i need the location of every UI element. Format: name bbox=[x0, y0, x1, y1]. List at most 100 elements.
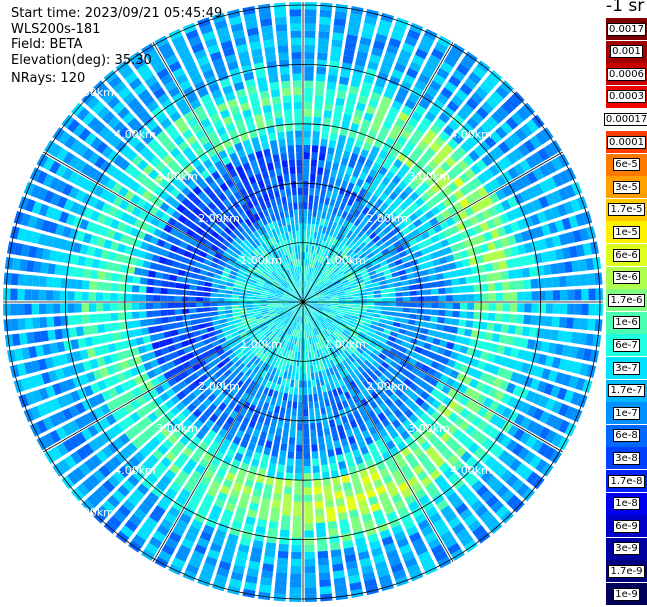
ray-bin bbox=[554, 248, 564, 261]
ray-bin bbox=[338, 242, 345, 250]
ray-bin bbox=[232, 287, 240, 292]
ray-bin bbox=[309, 358, 313, 366]
ray-bin bbox=[210, 244, 219, 252]
ray-bin bbox=[357, 263, 365, 270]
ray-bin bbox=[236, 245, 245, 253]
ray-bin bbox=[204, 175, 215, 185]
ray-bin bbox=[221, 326, 230, 333]
ray-bin bbox=[471, 479, 484, 492]
ray-bin bbox=[212, 388, 222, 397]
ray-bin bbox=[330, 549, 342, 558]
ray-bin bbox=[436, 249, 446, 257]
ray-bin bbox=[76, 143, 89, 157]
ray-bin bbox=[181, 538, 194, 550]
ray-bin bbox=[384, 398, 394, 407]
ray-bin bbox=[288, 320, 294, 328]
ray-bin bbox=[63, 393, 74, 406]
ray-bin bbox=[235, 88, 247, 98]
ray-bin bbox=[375, 109, 387, 119]
ray-bin bbox=[313, 472, 321, 481]
ray-bin bbox=[198, 274, 207, 281]
ray-bin bbox=[190, 140, 201, 152]
ray-bin bbox=[112, 263, 122, 272]
ray-bin bbox=[346, 136, 355, 146]
ray-bin bbox=[371, 416, 381, 426]
ray-bin bbox=[294, 290, 300, 297]
ray-bin bbox=[146, 119, 159, 132]
ray-bin bbox=[177, 269, 186, 276]
ray-bin bbox=[308, 195, 314, 203]
ray-bin bbox=[350, 152, 359, 162]
ray-bin bbox=[315, 239, 320, 247]
ray-bin bbox=[271, 326, 278, 333]
ray-bin bbox=[442, 449, 454, 461]
ray-bin bbox=[557, 262, 566, 274]
ray-bin bbox=[289, 587, 302, 595]
ray-bin bbox=[281, 399, 287, 408]
ray-bin bbox=[310, 365, 314, 373]
ray-bin bbox=[128, 136, 141, 148]
ray-bin bbox=[366, 291, 374, 295]
ray-bin bbox=[218, 402, 227, 412]
ray-bin bbox=[326, 353, 332, 361]
ray-bin bbox=[525, 435, 538, 449]
ray-bin bbox=[411, 482, 423, 494]
ray-bin bbox=[286, 465, 294, 474]
ray-bin bbox=[322, 478, 331, 487]
ray-bin bbox=[274, 383, 281, 392]
ray-bin bbox=[200, 499, 212, 511]
ray-bin bbox=[323, 249, 329, 258]
ray-bin bbox=[188, 238, 198, 247]
ray-bin bbox=[339, 323, 347, 329]
ray-bin bbox=[364, 280, 372, 285]
ray-bin bbox=[366, 309, 374, 313]
ray-bin bbox=[252, 221, 260, 230]
ray-bin bbox=[460, 57, 474, 70]
ray-bin bbox=[502, 303, 511, 312]
ray-bin bbox=[140, 268, 150, 277]
ray-bin bbox=[211, 230, 220, 239]
ray-bin bbox=[184, 531, 197, 543]
ray-bin bbox=[300, 287, 302, 295]
ray-bin bbox=[516, 107, 530, 121]
ray-bin bbox=[545, 413, 557, 427]
ray-bin bbox=[258, 385, 265, 394]
ray-bin bbox=[290, 304, 297, 309]
ray-bin bbox=[511, 91, 525, 105]
ray-bin bbox=[214, 269, 223, 275]
ray-bin bbox=[277, 362, 283, 370]
ray-bin bbox=[443, 467, 455, 479]
ray-bin bbox=[314, 342, 319, 351]
ray-bin bbox=[423, 221, 433, 230]
ray-bin bbox=[430, 316, 438, 323]
ray-bin bbox=[258, 511, 269, 521]
ray-bin bbox=[203, 379, 213, 388]
ray-bin bbox=[55, 224, 65, 236]
ray-bin bbox=[449, 225, 460, 235]
ray-bin bbox=[352, 299, 361, 302]
ray-bin bbox=[82, 232, 92, 244]
ray-bin bbox=[299, 288, 302, 296]
ray-bin bbox=[320, 457, 328, 466]
ray-bin bbox=[287, 261, 292, 269]
ray-bin bbox=[434, 41, 448, 54]
ray-bin bbox=[299, 366, 303, 374]
ray-bin bbox=[321, 286, 328, 292]
ray-bin bbox=[167, 434, 178, 445]
ray-bin bbox=[411, 430, 422, 441]
ray-bin bbox=[296, 237, 300, 246]
ray-bin bbox=[240, 221, 248, 230]
ray-bin bbox=[551, 433, 564, 447]
ray-bin bbox=[99, 174, 111, 187]
ray-bin bbox=[364, 158, 374, 168]
ray-bin bbox=[279, 59, 290, 68]
ray-bin bbox=[383, 329, 392, 335]
ray-bin bbox=[323, 242, 329, 250]
ray-bin bbox=[315, 88, 325, 96]
ray-bin bbox=[316, 307, 323, 311]
ray-bin bbox=[191, 550, 205, 562]
ray-bin bbox=[273, 281, 280, 287]
ray-bin bbox=[567, 303, 575, 315]
ray-bin bbox=[292, 329, 296, 337]
ray-bin bbox=[257, 219, 264, 228]
